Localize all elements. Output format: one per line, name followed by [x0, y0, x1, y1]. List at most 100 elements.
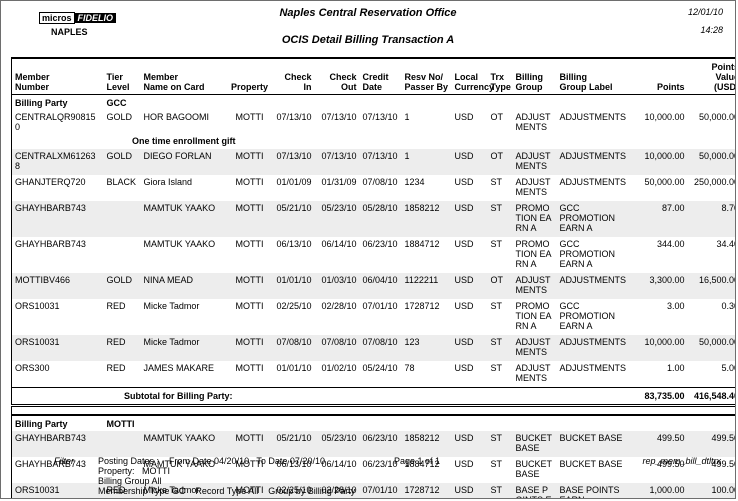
- cell-trx-type: ST: [490, 239, 503, 249]
- billing-party-row: Billing Party MOTTI: [12, 415, 736, 431]
- cell-points: 10,000.00: [644, 112, 685, 122]
- cell-local-currency: USD: [454, 363, 474, 373]
- cell-points-value: 499.50: [687, 430, 735, 457]
- column-header-check-out: Check Out: [314, 58, 360, 95]
- cell-tier-level: [103, 430, 141, 457]
- cell-local-currency: USD: [454, 112, 474, 122]
- cell-billing-group: PROMOTION EARN A: [515, 301, 552, 331]
- cell-local-currency: USD: [454, 177, 474, 187]
- cell-points-value: 5.00: [721, 363, 735, 373]
- cell-member-number: MOTTIBV466: [11, 273, 104, 299]
- cell-check-out: 06/14/10: [321, 239, 357, 249]
- cell-resv-no: 1728712: [401, 482, 452, 498]
- cell-credit-date: 06/23/10: [362, 239, 398, 249]
- cell-tier-level: BLACK: [106, 177, 137, 187]
- cell-check-out: 02/28/10: [321, 301, 357, 311]
- cell-billing-group: ADJUSTMENTS: [515, 363, 551, 383]
- cell-resv-no: 1858212: [401, 430, 452, 457]
- cell-member-number: GHAYHBARB743: [15, 239, 86, 249]
- cell-points: 499.50: [638, 430, 688, 457]
- cell-billing-group-label: BUCKET BASE: [559, 458, 623, 469]
- cell-check-out: 05/23/10: [314, 201, 360, 237]
- cell-check-out: 01/31/09: [321, 177, 357, 187]
- cell-property: MOTTI: [226, 201, 273, 237]
- cell-check-in: 05/21/10: [272, 201, 315, 237]
- cell-local-currency: USD: [451, 482, 488, 498]
- cell-points: 344.00: [656, 239, 685, 249]
- cell-billing-group: ADJUSTMENTS: [512, 273, 557, 299]
- cell-tier-level: GOLD: [103, 149, 141, 175]
- column-header-points: Points: [638, 58, 688, 95]
- cell-trx-type: ST: [487, 482, 513, 498]
- table-row: GHAYHBARB743 MAMTUK YAAKO MOTTI 06/13/10 06/…: [12, 237, 735, 273]
- cell-credit-date: 06/04/10: [359, 273, 402, 299]
- cell-billing-group-label: GCC PROMOTION EARN A: [559, 301, 616, 331]
- cell-credit-date: 05/24/10: [362, 363, 398, 373]
- cell-resv-no: 1884712: [404, 458, 440, 469]
- cell-resv-no: 78: [404, 363, 415, 373]
- cell-billing-group-label: ADJUSTMENTS: [556, 149, 639, 175]
- filter-line: Posting Dates : From Date 04/20/10 To Da…: [98, 456, 325, 466]
- cell-member-name: NINA MEAD: [140, 273, 227, 299]
- cell-billing-group-label: ADJUSTMENTS: [556, 335, 639, 361]
- cell-billing-group: BUCKET BASE: [512, 430, 557, 457]
- cell-points-value: 0.30: [721, 301, 735, 311]
- cell-credit-date: 07/01/10: [362, 301, 398, 311]
- cell-member-number: CENTRALQR908150: [15, 112, 96, 132]
- cell-resv-no: 1: [404, 112, 410, 122]
- column-header-credit-date: Credit Date: [359, 58, 402, 95]
- cell-points-value: 100.00: [687, 482, 735, 498]
- report-id: rep_mem_bill_dtltrx: [642, 456, 721, 466]
- subtotal-row: Subtotal for Billing Party: 83,735.00 416,…: [11, 387, 735, 407]
- micros-logo-text: micros: [39, 12, 75, 24]
- cell-member-name: MAMTUK YAAKO: [140, 201, 227, 237]
- section-spacer: [11, 405, 735, 416]
- column-header-resv-no: Resv No/ Passer By: [401, 58, 452, 95]
- cell-billing-group: ADJUSTMENTS: [512, 149, 557, 175]
- table-header-row: Member Number Tier Level Member Name on Ca…: [11, 58, 735, 95]
- filter-criteria: Posting Dates : From Date 04/20/10 To Da…: [98, 456, 355, 496]
- table-header: Member Number Tier Level Member Name on Ca…: [11, 58, 735, 95]
- column-header-trx-type: Trx Type: [487, 58, 513, 95]
- cell-local-currency: USD: [451, 149, 488, 175]
- cell-property: MOTTI: [226, 273, 273, 299]
- cell-credit-date: 06/23/10: [362, 458, 398, 469]
- column-header-points-value: Points Value (USD): [687, 58, 735, 95]
- cell-billing-group: ADJUSTMENTS: [512, 335, 557, 361]
- cell-property: MOTTI: [235, 177, 264, 187]
- cell-check-in: 06/13/10: [276, 458, 312, 469]
- subtotal-label: Subtotal for Billing Party:: [11, 387, 639, 407]
- cell-member-name: MAMTUK YAAKO: [143, 239, 216, 249]
- cell-property: MOTTI: [235, 458, 264, 469]
- cell-billing-group: ADJUSTMENTS: [515, 112, 551, 132]
- report-time: 14:28: [700, 25, 723, 35]
- cell-check-out: 01/02/10: [321, 363, 357, 373]
- cell-resv-no: 123: [401, 335, 452, 361]
- filter-line: Billing Group All: [98, 476, 162, 486]
- cell-trx-type: OT: [487, 273, 513, 299]
- cell-billing-group-label: BASE POINTS EARN: [556, 482, 639, 498]
- cell-property: MOTTI: [235, 112, 264, 122]
- cell-trx-type: ST: [487, 335, 513, 361]
- cell-member-number: ORS10031: [11, 335, 104, 361]
- cell-local-currency: USD: [451, 335, 488, 361]
- cell-property: MOTTI: [226, 482, 273, 498]
- column-header-tier-level: Tier Level: [103, 58, 141, 95]
- cell-trx-type: ST: [490, 301, 503, 311]
- table-row: GHAYHBARB743 MAMTUK YAAKO MOTTI 05/21/10 05/…: [11, 430, 735, 457]
- cell-property: MOTTI: [226, 149, 273, 175]
- cell-member-name: Giora Island: [143, 177, 193, 187]
- cell-member-number: GHAYHBARB743: [11, 201, 104, 237]
- subtotal-points: 83,735.00: [638, 387, 688, 407]
- cell-check-out: 07/13/10: [321, 112, 357, 122]
- cell-check-out: 07/08/10: [314, 335, 360, 361]
- billing-party-name: GCC: [106, 98, 127, 108]
- column-header-property: Property: [226, 58, 273, 95]
- cell-billing-group-label: BUCKET BASE: [556, 430, 639, 457]
- cell-member-number: GHAYHBARB743: [11, 430, 104, 457]
- cell-local-currency: USD: [454, 239, 474, 249]
- cell-member-number: GHAYHBARB743: [15, 458, 86, 469]
- report-header: micros FIDELIO NAPLES Naples Central Rese…: [1, 1, 735, 53]
- cell-member-name: MAMTUK YAAKO: [143, 458, 216, 469]
